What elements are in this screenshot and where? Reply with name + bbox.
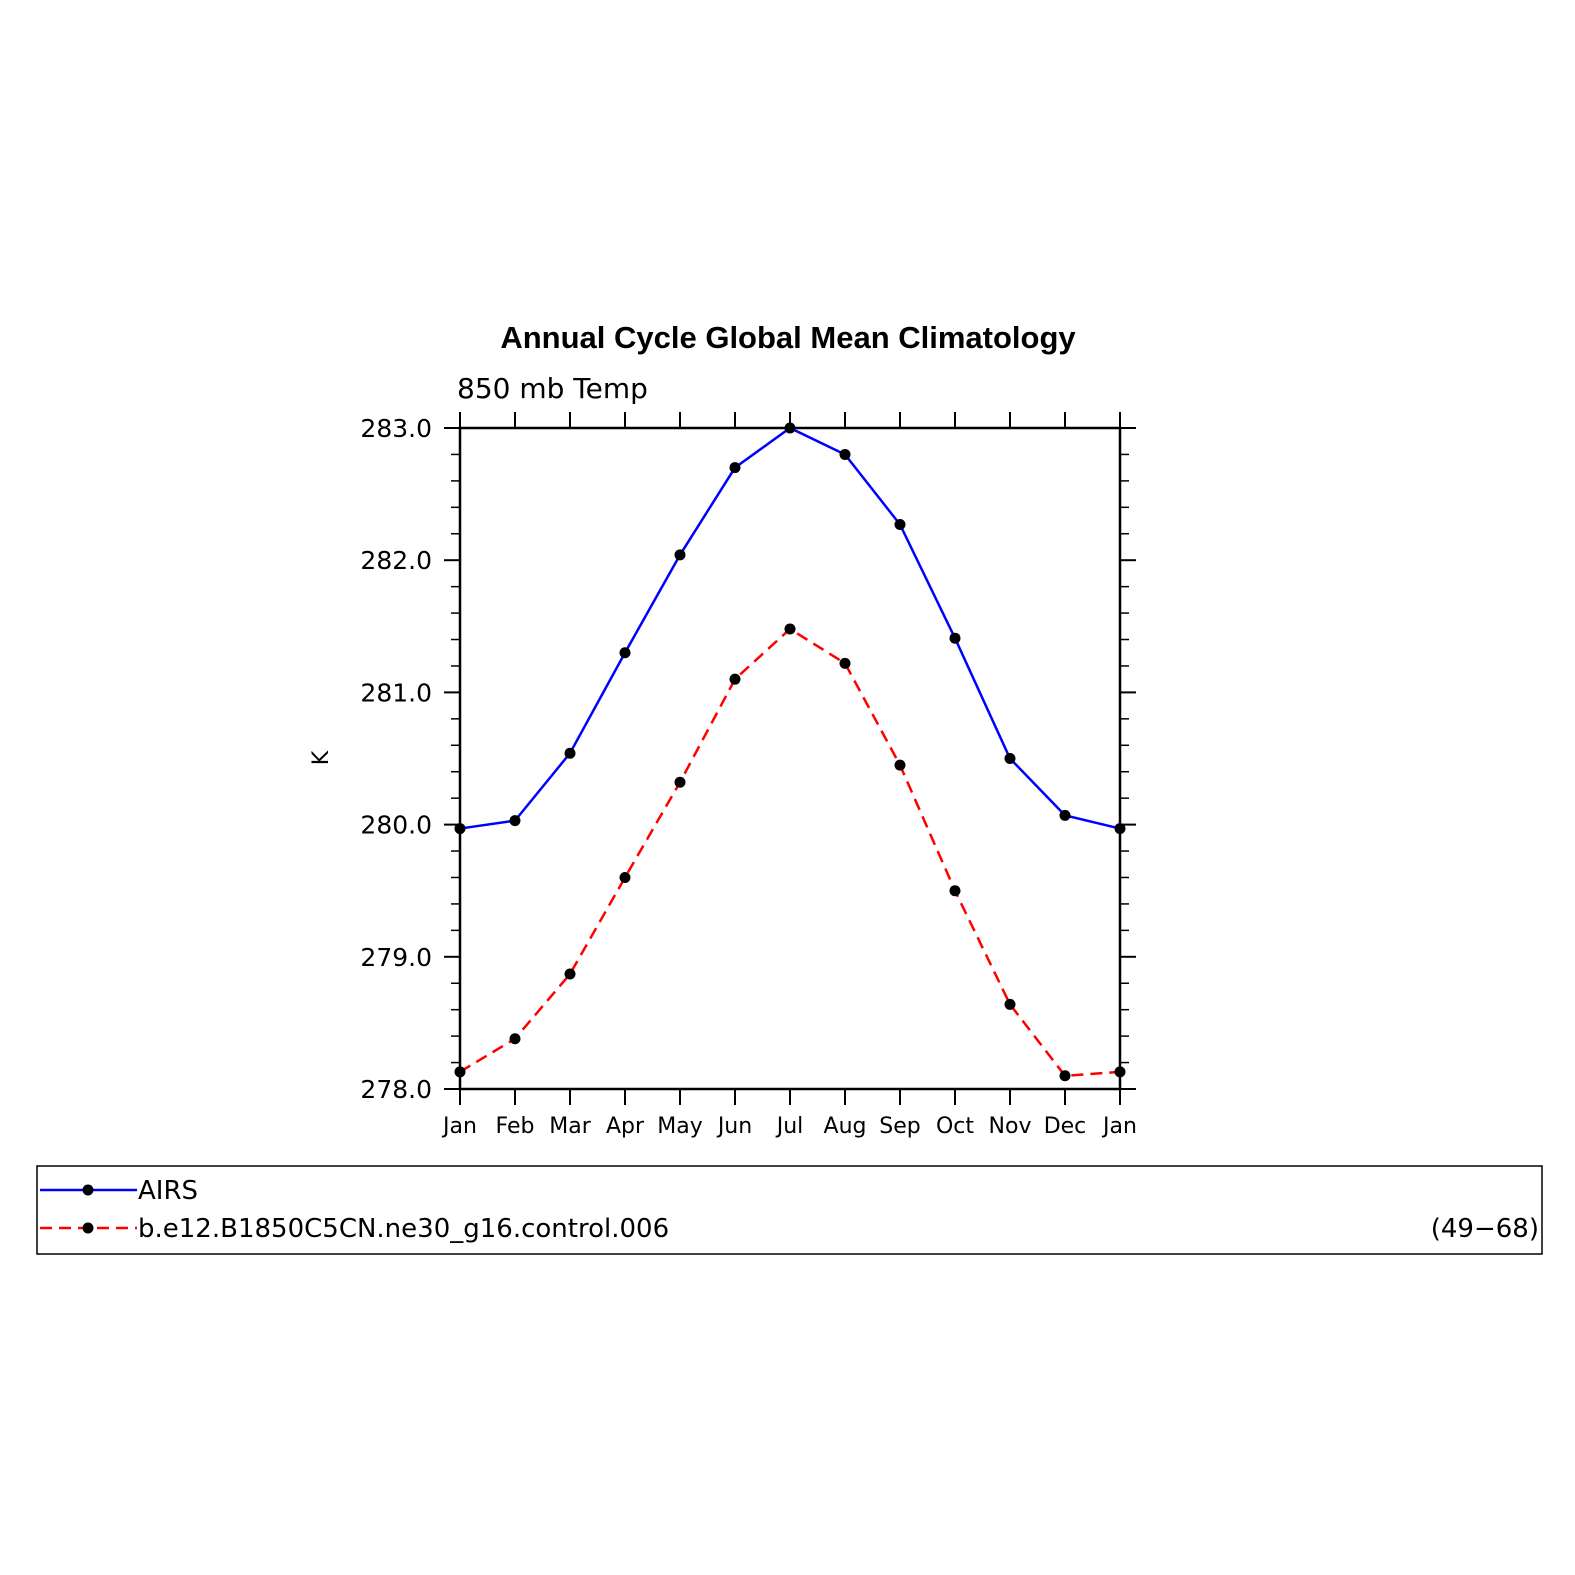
- series-point-2: [509, 1033, 521, 1045]
- series-point-2: [1114, 1066, 1126, 1078]
- series-point-2: [784, 623, 796, 635]
- series-point-1: [784, 422, 796, 434]
- series-point-1: [1114, 823, 1126, 835]
- x-tick-label: Sep: [879, 1114, 920, 1139]
- legend-label-2: b.e12.B1850C5CN.ne30_g16.control.006: [138, 1214, 669, 1244]
- series-point-1: [674, 549, 686, 561]
- series-point-2: [894, 759, 906, 771]
- series-point-1: [949, 632, 961, 644]
- series-point-2: [564, 968, 576, 980]
- x-tick-label: Apr: [606, 1114, 645, 1139]
- chart-title: Annual Cycle Global Mean Climatology: [500, 320, 1076, 355]
- series-point-1: [564, 747, 576, 759]
- series-point-1: [1004, 753, 1016, 764]
- x-tick-label: May: [657, 1114, 702, 1139]
- x-axis: Jan Feb Mar Apr May Jun Jul Aug Sep Oct Nov Dec Jan: [441, 412, 1137, 1139]
- x-tick-label: Jan: [441, 1114, 477, 1139]
- series-point-1: [729, 462, 741, 474]
- x-tick-label: Aug: [824, 1114, 867, 1139]
- series-point-1: [894, 519, 906, 531]
- chart-subtitle: 850 mb Temp: [457, 372, 648, 405]
- legend-marker-2: [82, 1222, 94, 1234]
- series-point-2: [729, 673, 741, 685]
- series-group: [454, 422, 1126, 1082]
- x-tick-label: Jan: [1101, 1114, 1137, 1139]
- x-tick-label: Jul: [775, 1114, 804, 1139]
- y-tick-label: 283.0: [360, 414, 432, 443]
- series-point-2: [1059, 1070, 1071, 1082]
- legend-years-2: (49−68): [1431, 1214, 1539, 1244]
- y-tick-label: 279.0: [360, 943, 432, 972]
- series-point-1: [509, 815, 521, 827]
- series-point-2: [1004, 998, 1016, 1010]
- series-point-2: [839, 657, 851, 669]
- series-point-1: [1059, 809, 1071, 821]
- y-axis: 278.0 279.0 280.0 281.0 282.0 283.0: [360, 414, 1136, 1104]
- y-axis-label: K: [309, 750, 334, 765]
- x-tick-label: Nov: [989, 1114, 1032, 1139]
- series-point-2: [674, 776, 686, 788]
- legend-box: [36, 1165, 1543, 1255]
- x-tick-label: Dec: [1044, 1114, 1087, 1139]
- y-tick-label: 278.0: [360, 1075, 432, 1104]
- series-point-2: [454, 1066, 466, 1078]
- x-tick-label: Oct: [936, 1114, 974, 1139]
- series-point-2: [949, 885, 961, 897]
- y-tick-label: 282.0: [360, 546, 432, 575]
- legend-label-1: AIRS: [138, 1176, 198, 1206]
- x-tick-label: Mar: [549, 1114, 591, 1139]
- y-tick-label: 280.0: [360, 811, 432, 840]
- series-point-1: [454, 823, 466, 835]
- series-point-2: [619, 871, 631, 883]
- series-point-1: [619, 647, 631, 659]
- x-tick-label: Feb: [496, 1114, 535, 1139]
- y-tick-label: 281.0: [360, 678, 432, 707]
- legend-marker-1: [82, 1184, 94, 1196]
- legend: AIRS b.e12.B1850C5CN.ne30_g16.control.006…: [36, 1165, 1543, 1255]
- x-tick-label: Jun: [716, 1114, 752, 1139]
- series-point-1: [839, 448, 851, 460]
